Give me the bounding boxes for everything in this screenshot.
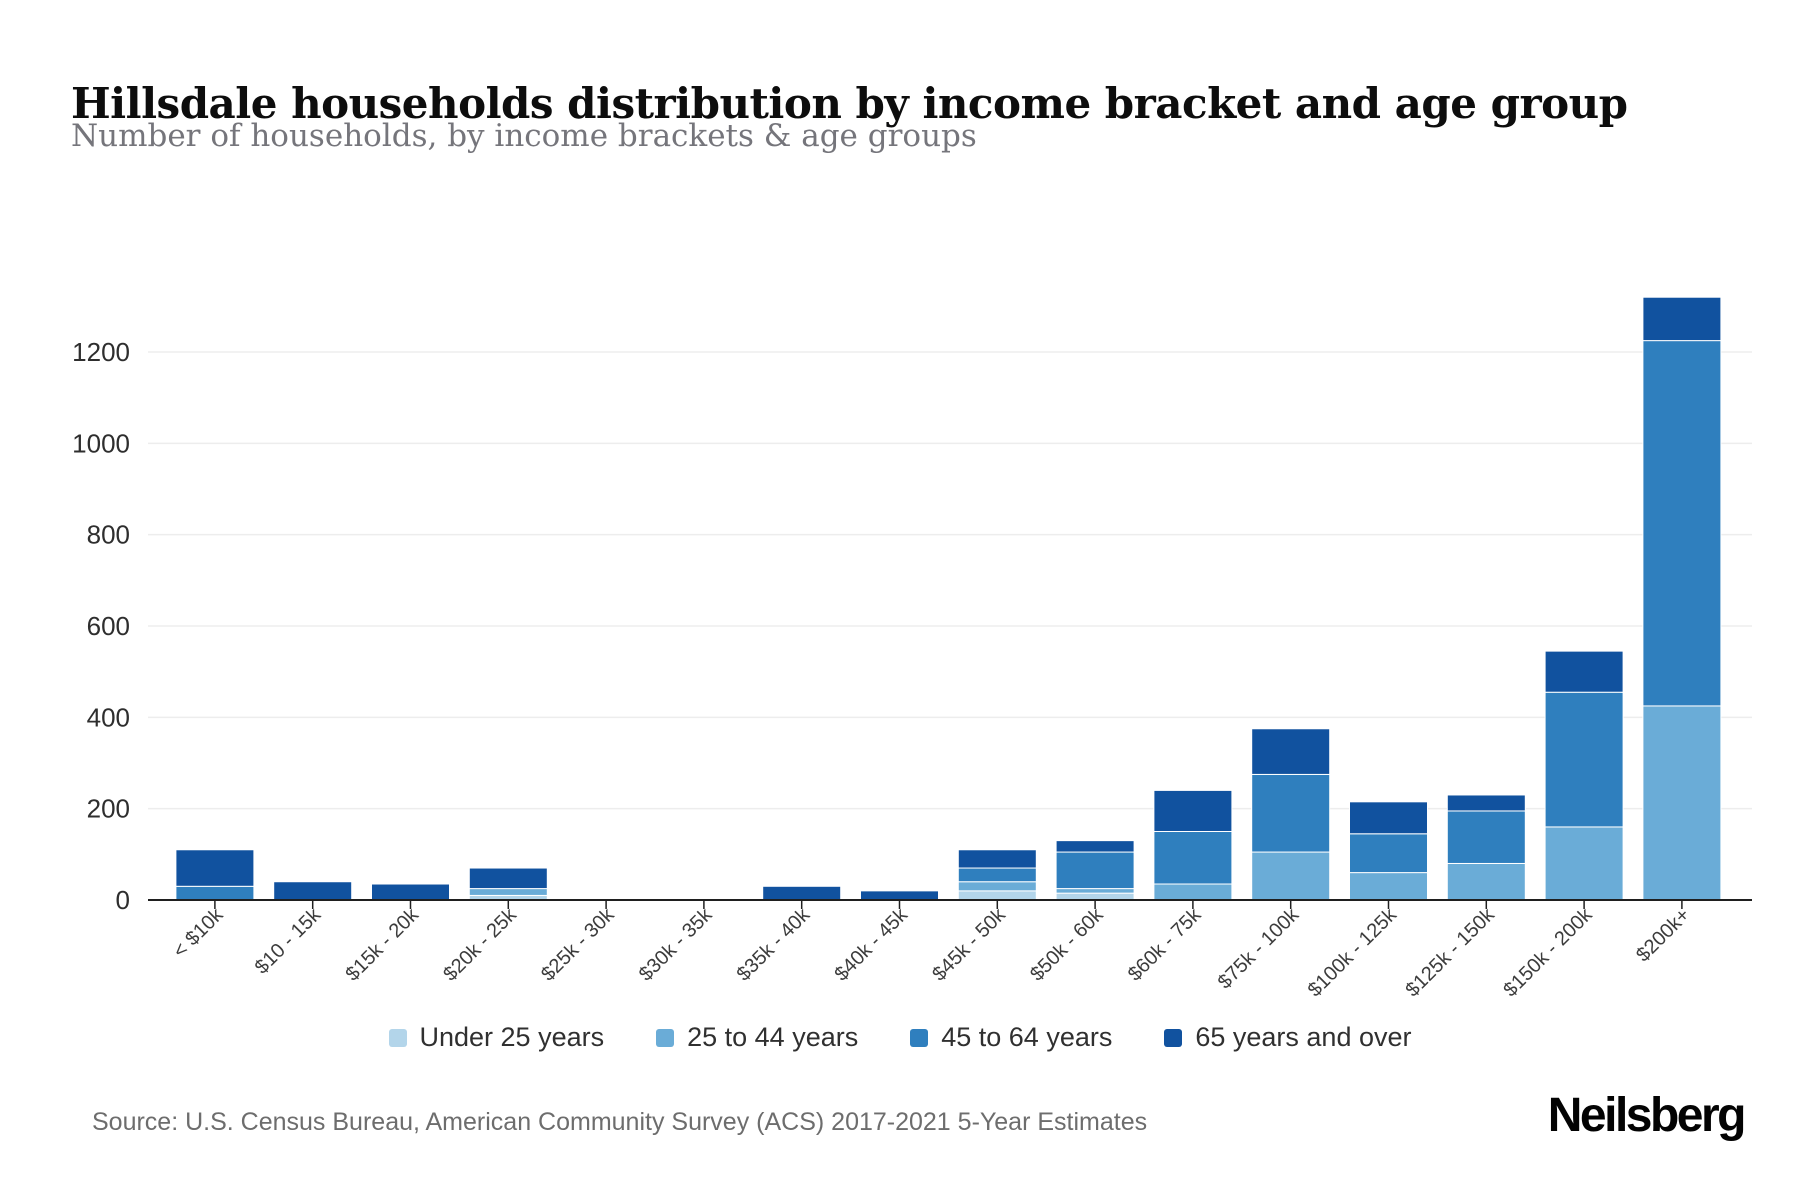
bar-segment[interactable] <box>175 849 255 887</box>
x-axis-label: $125k - 150k <box>1402 903 1500 1001</box>
x-axis-label: $40k - 45k <box>830 903 912 985</box>
x-axis-label: $60k - 75k <box>1124 903 1206 985</box>
x-axis-label: < $10k <box>169 903 228 962</box>
legend-item-25-to-44-years[interactable]: 25 to 44 years <box>656 1022 858 1053</box>
bar-segment[interactable] <box>1153 831 1233 885</box>
bar-segment[interactable] <box>957 867 1037 883</box>
bar-segment[interactable] <box>1153 789 1233 833</box>
bar-segment[interactable] <box>1446 794 1526 812</box>
y-axis-label: 1000 <box>72 428 130 458</box>
bar-segment[interactable] <box>468 867 548 890</box>
bar-segment[interactable] <box>1055 851 1135 890</box>
page-title: Hillsdale households distribution by inc… <box>71 79 1628 129</box>
bar-segment[interactable] <box>762 885 842 901</box>
bar-segment[interactable] <box>1544 650 1624 693</box>
legend-label: 25 to 44 years <box>687 1022 859 1052</box>
legend-item-under-25-years[interactable]: Under 25 years <box>388 1022 605 1053</box>
bar-segment[interactable] <box>1642 705 1722 901</box>
x-axis-label: $20k - 25k <box>439 903 521 985</box>
x-axis-label: $75k - 100k <box>1214 903 1304 993</box>
bar-segment[interactable] <box>1349 872 1428 901</box>
x-axis-label: $45k - 50k <box>928 903 1010 985</box>
legend-swatch-icon <box>388 1028 407 1047</box>
y-axis-label: 0 <box>116 885 130 915</box>
x-axis-label: $10 - 15k <box>251 903 326 978</box>
bar-segment[interactable] <box>1251 728 1331 775</box>
page-subtitle: Number of households, by income brackets… <box>71 118 977 154</box>
bar-segment[interactable] <box>1055 840 1135 853</box>
bar-segment[interactable] <box>957 890 1037 901</box>
x-axis-label: $35k - 40k <box>733 903 815 985</box>
bar-segment[interactable] <box>1055 888 1135 894</box>
legend-item-65-years-and-over[interactable]: 65 years and over <box>1164 1022 1412 1053</box>
bar-segment[interactable] <box>175 885 255 901</box>
x-axis-label: $30k - 35k <box>635 903 717 985</box>
source-note: Source: U.S. Census Bureau, American Com… <box>92 1108 1148 1136</box>
y-axis-label: 400 <box>87 702 130 732</box>
x-axis-label: $15k - 20k <box>341 903 423 985</box>
bar-segment[interactable] <box>1153 883 1233 901</box>
legend-swatch-icon <box>1164 1028 1183 1047</box>
chart-legend: Under 25 years 25 to 44 years 45 to 64 yea… <box>0 1022 1800 1053</box>
legend-swatch-icon <box>910 1028 929 1047</box>
legend-label: Under 25 years <box>419 1022 605 1052</box>
bar-segment[interactable] <box>957 881 1037 892</box>
x-axis-label: $200k+ <box>1632 904 1694 966</box>
bar-segment[interactable] <box>468 888 548 896</box>
y-axis-label: 600 <box>87 611 130 641</box>
neilsberg-logo: Neilsberg <box>1547 1089 1747 1142</box>
bar-segment[interactable] <box>957 849 1037 869</box>
legend-swatch-icon <box>656 1028 675 1047</box>
bar-segment[interactable] <box>1446 862 1526 901</box>
bar-segment[interactable] <box>1642 296 1722 342</box>
bar-segment[interactable] <box>1349 801 1428 835</box>
bar-segment[interactable] <box>371 883 450 901</box>
legend-label: 65 years and over <box>1195 1022 1412 1052</box>
bar-segment[interactable] <box>273 881 353 901</box>
y-axis-label: 800 <box>87 520 130 550</box>
x-axis-label: $25k - 30k <box>537 903 619 985</box>
bar-segment[interactable] <box>1544 691 1624 828</box>
bar-segment[interactable] <box>1544 826 1624 901</box>
bar-segment[interactable] <box>1251 773 1331 853</box>
y-axis-label: 200 <box>87 794 130 824</box>
bar-segment[interactable] <box>1642 340 1722 707</box>
bar-segment[interactable] <box>1055 892 1135 901</box>
x-axis-label: $50k - 60k <box>1026 903 1108 985</box>
bar-segment[interactable] <box>860 890 939 901</box>
legend-label: 45 to 64 years <box>941 1022 1113 1052</box>
x-axis-label: $100k - 125k <box>1304 903 1402 1001</box>
x-axis-label: $150k - 200k <box>1499 903 1597 1001</box>
y-axis-label: 1200 <box>72 337 130 367</box>
bar-segment[interactable] <box>1446 810 1526 864</box>
bar-segment[interactable] <box>1251 851 1331 901</box>
bar-segment[interactable] <box>1349 833 1428 874</box>
legend-item-45-to-64-years[interactable]: 45 to 64 years <box>910 1022 1112 1053</box>
